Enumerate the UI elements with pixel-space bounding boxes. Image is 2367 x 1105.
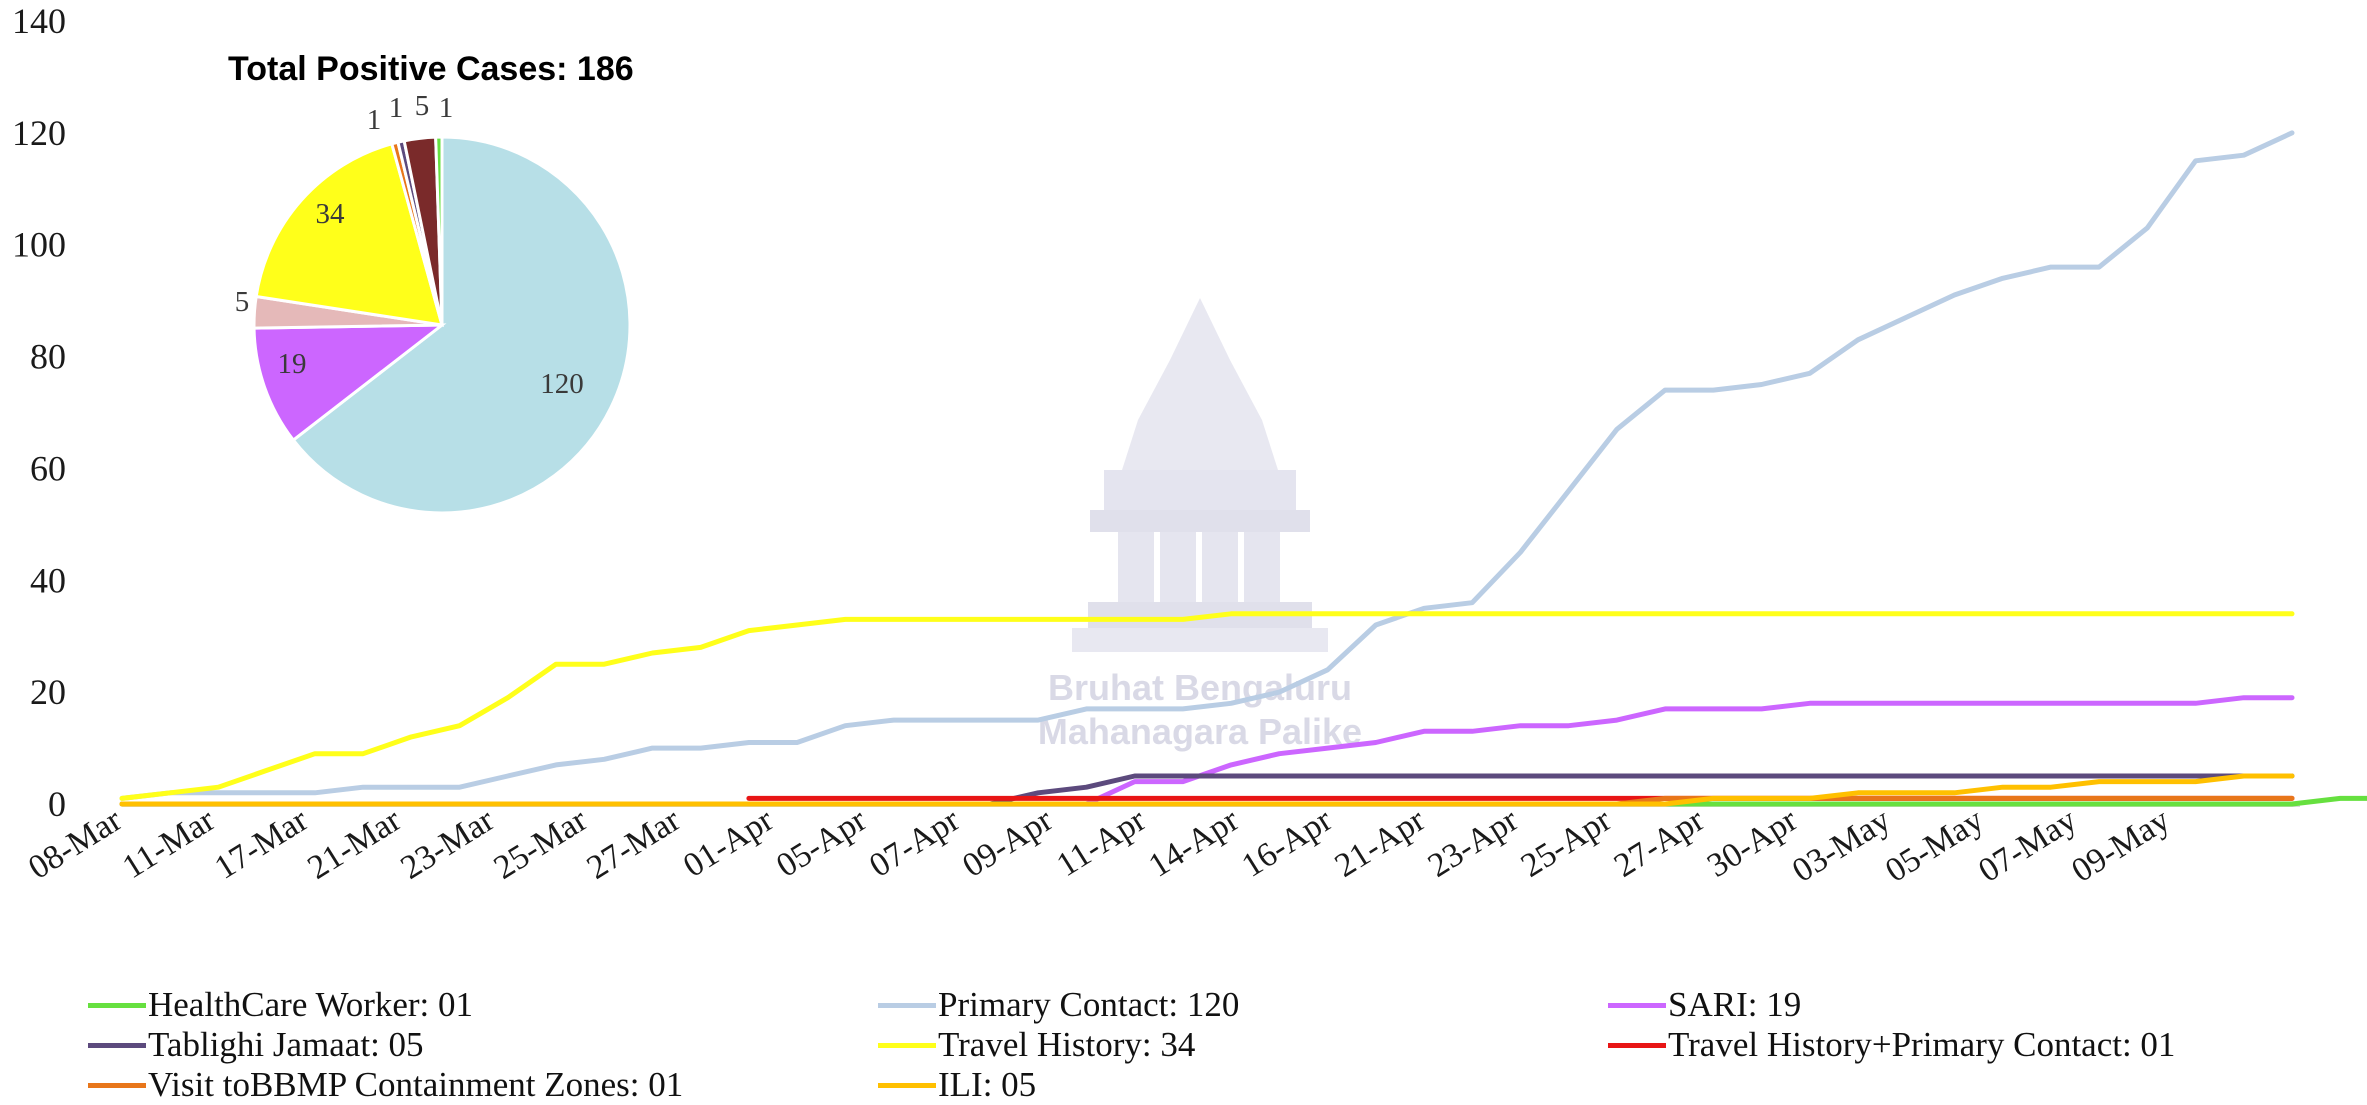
pie-slice-label: 34	[316, 198, 346, 230]
x-tick-label: 23-Mar	[395, 801, 502, 887]
pie-slice-label: 1	[367, 104, 382, 136]
y-tick-label: 100	[12, 225, 66, 265]
emblem-pillar	[1202, 532, 1238, 602]
legend-item: Tablighi Jamaat: 05	[88, 1025, 878, 1064]
legend-label: ILI: 05	[938, 1065, 1037, 1104]
y-tick-label: 20	[30, 672, 66, 712]
watermark-line2: Mahanagara Palike	[1038, 711, 1362, 752]
pie-slice-label: 5	[415, 90, 430, 122]
legend-swatch	[878, 1082, 936, 1088]
pie-slice-label: 5	[235, 286, 250, 318]
legend-swatch	[1608, 1042, 1666, 1048]
emblem-dome	[1122, 298, 1278, 470]
pie-title: Total Positive Cases: 186	[228, 50, 634, 88]
legend-swatch	[88, 1042, 146, 1048]
pie-slice-label: 120	[540, 368, 584, 400]
x-tick-label: 05-May	[1879, 801, 1990, 889]
y-tick-label: 40	[30, 560, 66, 600]
legend-item: Primary Contact: 120	[878, 985, 1608, 1024]
series-line-1	[119, 130, 2295, 801]
series-line-3	[987, 773, 2295, 807]
legend-swatch	[878, 1042, 936, 1048]
x-tick-label: 07-Apr	[863, 801, 966, 885]
pie-slice-7	[434, 135, 444, 326]
x-tick-label: 08-Mar	[22, 801, 129, 887]
pie-slice-1	[252, 323, 447, 443]
legend-label: Primary Contact: 120	[938, 985, 1240, 1024]
emblem-pillar	[1160, 532, 1196, 602]
emblem-lintel	[1090, 510, 1310, 532]
x-tick-label: 11-Apr	[1050, 801, 1152, 884]
y-axis: 0 20 40 60 80 100 120 140	[12, 1, 66, 824]
x-tick-label: 11-Mar	[116, 801, 222, 886]
legend-label: Tablighi Jamaat: 05	[148, 1025, 424, 1064]
legend-item: ILI: 05	[878, 1065, 1608, 1104]
x-tick-label: 14-Apr	[1142, 801, 1245, 885]
legend-swatch	[88, 1082, 146, 1088]
x-tick-label: 25-Apr	[1515, 801, 1618, 885]
pie-slice-label: 19	[278, 348, 307, 380]
legend-item: Travel History+Primary Contact: 01	[1608, 1025, 2348, 1064]
series-line-2	[1083, 695, 2295, 807]
y-tick-label: 60	[30, 448, 66, 488]
legend-label: Visit toBBMP Containment Zones: 01	[148, 1065, 684, 1104]
y-tick-label: 140	[12, 1, 66, 41]
pie-slice-label: 1	[439, 92, 454, 124]
emblem-pillar	[1118, 532, 1154, 602]
legend-item: SARI: 19	[1608, 985, 2348, 1024]
y-tick-label: 120	[12, 113, 66, 153]
watermark-emblem	[1072, 298, 1328, 652]
x-tick-label: 25-Mar	[488, 801, 595, 887]
legend-swatch	[88, 1002, 146, 1008]
x-tick-label: 05-Apr	[770, 801, 873, 885]
watermark-line1: Bruhat Bengaluru	[1048, 667, 1352, 708]
x-tick-label: 16-Apr	[1236, 801, 1339, 885]
legend-label: Travel History+Primary Contact: 01	[1668, 1025, 2176, 1064]
pie-slice-3	[254, 141, 445, 327]
x-tick-label: 09-May	[2065, 801, 2176, 889]
legend-item: Visit toBBMP Containment Zones: 01	[88, 1065, 878, 1104]
x-tick-label: 23-Apr	[1422, 801, 1525, 885]
x-tick-label: 30-Apr	[1701, 801, 1804, 885]
x-tick-label: 21-Apr	[1329, 801, 1432, 885]
x-axis: 08-Mar11-Mar17-Mar21-Mar23-Mar25-Mar27-M…	[22, 801, 2300, 890]
x-tick-label: 01-Apr	[677, 801, 780, 885]
pie-slice-label: 1	[389, 92, 404, 124]
legend-label: Travel History: 34	[938, 1025, 1196, 1064]
y-tick-label: 80	[30, 337, 66, 377]
x-tick-label: 17-Mar	[208, 801, 315, 887]
series-line-4	[119, 611, 2295, 801]
y-tick-label: 0	[48, 784, 66, 824]
emblem-pillar	[1244, 532, 1280, 602]
pie-slice-0	[291, 135, 632, 515]
legend-swatch	[1608, 1002, 1666, 1008]
x-tick-label: 03-May	[1786, 801, 1897, 889]
x-tick-label: 27-Apr	[1608, 801, 1711, 885]
x-tick-label: 27-Mar	[581, 801, 688, 887]
series-lines	[119, 130, 2367, 807]
legend-label: SARI: 19	[1668, 985, 1802, 1024]
x-tick-label: 07-May	[1972, 801, 2083, 889]
emblem-plinth	[1072, 628, 1328, 652]
legend: HealthCare Worker: 01 Primary Contact: 12…	[88, 985, 2348, 1104]
emblem-band	[1104, 470, 1296, 510]
series-line-7	[119, 773, 2295, 807]
legend-item: Travel History: 34	[878, 1025, 1608, 1064]
legend-swatch	[878, 1002, 936, 1008]
legend-item: HealthCare Worker: 01	[88, 985, 878, 1024]
x-tick-label: 21-Mar	[301, 801, 408, 887]
legend-label: HealthCare Worker: 01	[148, 985, 474, 1024]
x-tick-label: 09-Apr	[956, 801, 1059, 885]
